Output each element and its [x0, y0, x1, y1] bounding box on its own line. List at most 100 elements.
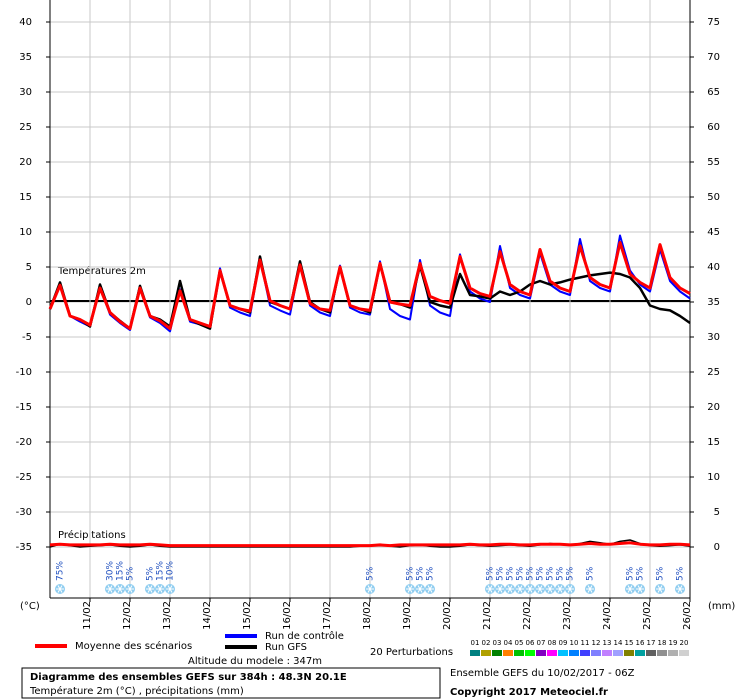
perturbation-number: 10	[570, 639, 579, 647]
snow-ray	[167, 585, 173, 593]
snow-icon	[365, 584, 375, 594]
snow-ray	[507, 585, 513, 593]
y2-tick-label: 0	[714, 542, 720, 553]
perturbation-number: 19	[669, 639, 678, 647]
y2-tick-label: 25	[707, 367, 720, 378]
snow-ray	[57, 585, 63, 593]
snow-icon	[155, 584, 165, 594]
info-box	[21, 667, 441, 699]
snow-label: 5%	[676, 566, 686, 581]
y-tick-label: -20	[16, 437, 32, 448]
run-info: Ensemble GEFS du 10/02/2017 - 06Z	[450, 668, 635, 679]
snow-icon	[125, 584, 135, 594]
x-tick-label: 16/02	[282, 601, 293, 630]
snow-icon	[105, 584, 115, 594]
x-tick-label: 11/02	[82, 601, 93, 630]
snow-ray	[637, 585, 643, 593]
box-title: Diagramme des ensembles GEFS sur 384h : …	[30, 672, 347, 683]
snow-icon	[485, 584, 495, 594]
snow-label: 5%	[516, 566, 526, 581]
perturbation-swatch	[547, 650, 557, 656]
perturbation-swatch	[536, 650, 546, 656]
snow-ray	[157, 585, 163, 593]
perturbation-number: 18	[658, 639, 667, 647]
snow-ray	[677, 585, 683, 593]
legend-label: Run de contrôle	[265, 630, 344, 642]
y2-tick-label: 5	[714, 507, 720, 518]
y-tick-label: 30	[19, 87, 32, 98]
snow-icon	[505, 584, 515, 594]
x-tick-label: 19/02	[402, 601, 413, 630]
x-tick-label: 15/02	[242, 601, 253, 630]
perturbation-number: 15	[625, 639, 634, 647]
y-tick-label: -35	[16, 542, 32, 553]
perturbations-label: 20 Perturbations	[370, 647, 453, 658]
snow-label: 15%	[156, 561, 166, 581]
y2-tick-label: 30	[707, 332, 720, 343]
snow-icon	[515, 584, 525, 594]
snow-ray	[127, 585, 133, 593]
y2-tick-label: 65	[707, 87, 720, 98]
snow-ray	[587, 585, 593, 593]
perturbation-number: 17	[647, 639, 656, 647]
copyright: Copyright 2017 Meteociel.fr	[450, 687, 608, 698]
perturbation-swatch	[514, 650, 524, 656]
snow-icon	[165, 584, 175, 594]
snow-label: 5%	[546, 566, 556, 581]
snow-icon	[145, 584, 155, 594]
y2-tick-label: 15	[707, 437, 720, 448]
snow-ray	[517, 585, 523, 593]
snow-icon	[415, 584, 425, 594]
snow-label: 5%	[626, 566, 636, 581]
x-tick-label: 26/02	[682, 601, 693, 630]
snow-label: 5%	[536, 566, 546, 581]
precipitation-label: Précipitations	[58, 529, 126, 541]
perturbation-number: 14	[614, 639, 623, 647]
perturbation-swatch	[602, 650, 612, 656]
snow-ray	[407, 585, 413, 593]
altitude: Altitude du modele : 347m	[188, 656, 322, 667]
snow-ray	[627, 585, 633, 593]
snow-icon	[545, 584, 555, 594]
x-tick-label: 12/02	[122, 601, 133, 630]
y-tick-label: -25	[16, 472, 32, 483]
snow-ray	[417, 585, 423, 593]
snow-label: 5%	[416, 566, 426, 581]
snow-icon	[115, 584, 125, 594]
perturbation-swatch	[668, 650, 678, 656]
perturbation-number: 13	[603, 639, 612, 647]
snow-icon	[675, 584, 685, 594]
snow-label: 5%	[506, 566, 516, 581]
y-tick-label: -5	[22, 332, 32, 343]
snow-label: 5%	[586, 566, 596, 581]
y2-tick-label: 20	[707, 402, 720, 413]
x-tick-label: 22/02	[522, 601, 533, 630]
snow-ray	[547, 585, 553, 593]
x-tick-label: 25/02	[642, 601, 653, 630]
snow-icon	[55, 584, 65, 594]
temperature-label: Températures 2m	[57, 265, 146, 277]
legend-label: Run GFS	[265, 642, 307, 653]
snow-label: 5%	[406, 566, 416, 581]
perturbation-swatch	[580, 650, 590, 656]
snow-icon	[405, 584, 415, 594]
snow-icon	[495, 584, 505, 594]
snow-ray	[427, 585, 433, 593]
snow-icon	[565, 584, 575, 594]
y-tick-label: 5	[26, 262, 32, 273]
snow-label: 5%	[366, 566, 376, 581]
snow-label: 5%	[126, 566, 136, 581]
snow-ray	[557, 585, 563, 593]
y2-tick-label: 35	[707, 297, 720, 308]
y-tick-label: 0	[26, 297, 32, 308]
perturbation-swatch	[624, 650, 634, 656]
perturbation-number: 16	[636, 639, 645, 647]
y2-tick-label: 75	[707, 17, 720, 28]
snow-label: 5%	[486, 566, 496, 581]
snow-label: 15%	[116, 561, 126, 581]
perturbation-swatch	[646, 650, 656, 656]
temperature-line	[48, 241, 691, 331]
legend-label: Moyenne des scénarios	[75, 640, 192, 652]
snow-label: 5%	[426, 566, 436, 581]
